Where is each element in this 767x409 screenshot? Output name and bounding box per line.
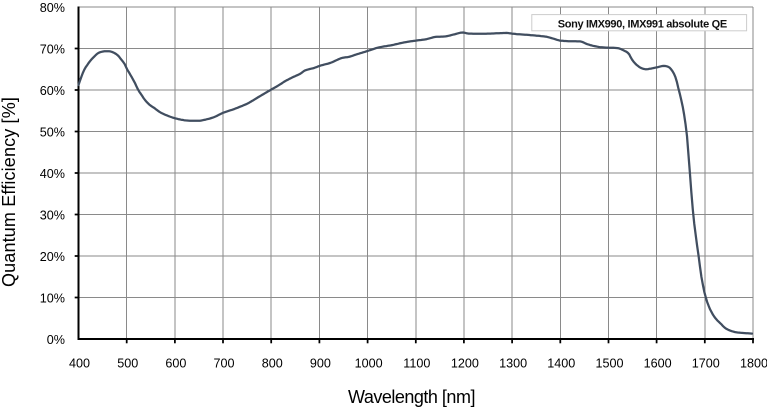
svg-text:Wavelength [nm]: Wavelength [nm]: [348, 387, 475, 407]
svg-text:60%: 60%: [40, 84, 65, 98]
svg-text:800: 800: [262, 357, 283, 371]
svg-text:400: 400: [69, 357, 90, 371]
svg-text:70%: 70%: [40, 43, 65, 57]
svg-text:1600: 1600: [644, 357, 672, 371]
svg-text:10%: 10%: [40, 292, 65, 306]
svg-text:1000: 1000: [355, 357, 383, 371]
svg-text:Quantum Efficiency [%]: Quantum Efficiency [%]: [0, 97, 19, 287]
svg-text:20%: 20%: [40, 250, 65, 264]
svg-text:40%: 40%: [40, 167, 65, 181]
svg-text:Sony IMX990, IMX991 absolute Q: Sony IMX990, IMX991 absolute QE: [558, 18, 727, 30]
svg-text:1700: 1700: [692, 357, 720, 371]
svg-text:1400: 1400: [547, 357, 575, 371]
svg-text:1300: 1300: [499, 357, 527, 371]
svg-text:700: 700: [213, 357, 234, 371]
svg-text:0%: 0%: [47, 333, 65, 347]
svg-text:600: 600: [165, 357, 186, 371]
svg-text:50%: 50%: [40, 126, 65, 140]
svg-text:900: 900: [310, 357, 331, 371]
svg-text:1800: 1800: [740, 357, 767, 371]
svg-text:1500: 1500: [595, 357, 623, 371]
svg-text:80%: 80%: [40, 1, 65, 15]
svg-text:1200: 1200: [451, 357, 479, 371]
svg-text:30%: 30%: [40, 209, 65, 223]
svg-text:500: 500: [117, 357, 138, 371]
svg-text:1100: 1100: [403, 357, 430, 371]
